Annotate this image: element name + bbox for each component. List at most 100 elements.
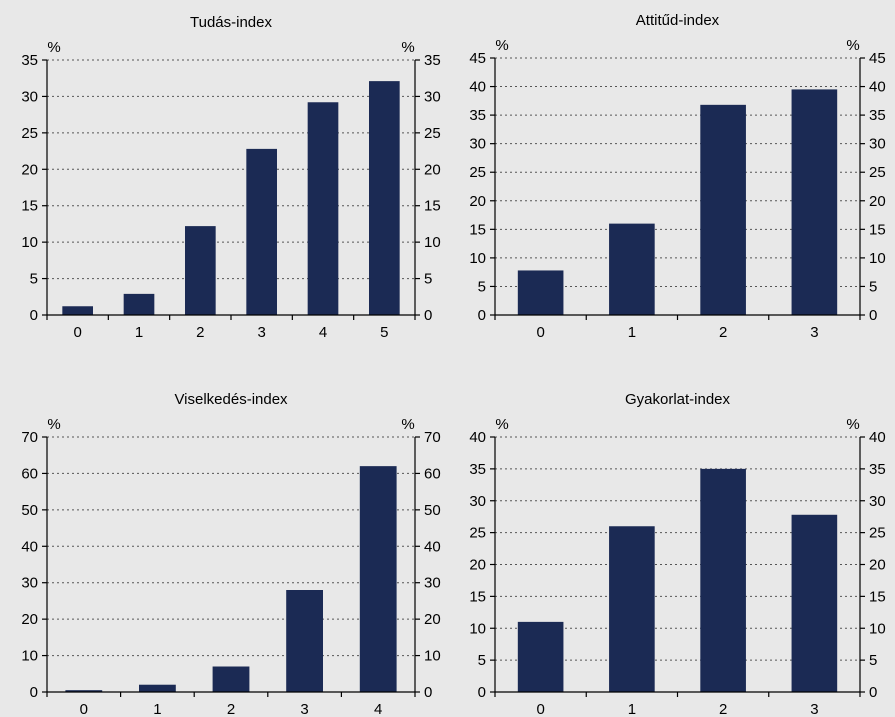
y-tick-label-right: 35 [424, 52, 441, 69]
x-tick-label: 2 [719, 324, 727, 341]
chart-panel-2: 0 0 5 5 10 10 15 15 20 20 25 25 30 30 35 35 40 40 45 45 0 1 2 3… [469, 12, 885, 341]
y-tick-label-left: 40 [21, 538, 38, 555]
y-tick-label-left: 60 [21, 465, 38, 482]
x-tick-label: 1 [153, 701, 161, 717]
y-unit-right: % [846, 37, 859, 54]
y-tick-label-left: 25 [469, 525, 486, 542]
y-tick-label-left: 5 [478, 278, 486, 295]
y-unit-right: % [401, 39, 414, 56]
y-unit-left: % [47, 39, 60, 56]
x-tick-label: 4 [374, 701, 382, 717]
y-tick-label-right: 10 [869, 620, 886, 637]
y-tick-label-left: 70 [21, 429, 38, 446]
chart-title: Tudás-index [190, 14, 272, 31]
y-tick-label-right: 40 [869, 429, 886, 446]
y-tick-label-right: 30 [424, 575, 441, 592]
y-unit-left: % [495, 416, 508, 433]
x-tick-label: 1 [628, 701, 636, 717]
x-tick-label: 0 [73, 324, 81, 341]
y-tick-label-right: 25 [424, 125, 441, 142]
y-tick-label-right: 60 [424, 465, 441, 482]
chart-title: Viselkedés-index [174, 391, 288, 408]
y-tick-label-left: 45 [469, 50, 486, 67]
y-tick-label-right: 15 [869, 588, 886, 605]
x-tick-label: 3 [810, 701, 818, 717]
y-tick-label-left: 20 [21, 161, 38, 178]
y-tick-label-right: 5 [424, 271, 432, 288]
y-tick-label-right: 25 [869, 164, 886, 181]
y-tick-label-right: 20 [424, 611, 441, 628]
bar-3 [791, 514, 838, 692]
x-tick-label: 2 [196, 324, 204, 341]
bar-0 [517, 621, 564, 692]
y-tick-label-left: 0 [30, 684, 38, 701]
y-tick-label-left: 10 [21, 234, 38, 251]
y-tick-label-right: 40 [869, 79, 886, 96]
y-tick-label-right: 10 [869, 250, 886, 267]
x-tick-label: 2 [227, 701, 235, 717]
y-tick-label-left: 30 [21, 575, 38, 592]
x-tick-label: 5 [380, 324, 388, 341]
bar-0 [517, 270, 564, 315]
y-tick-label-left: 30 [21, 88, 38, 105]
y-tick-label-left: 15 [469, 588, 486, 605]
y-tick-label-right: 10 [424, 648, 441, 665]
bar-3 [286, 590, 323, 692]
bar-3 [791, 89, 838, 316]
y-tick-label-right: 15 [424, 198, 441, 215]
y-tick-label-left: 25 [21, 125, 38, 142]
y-tick-label-right: 70 [424, 429, 441, 446]
x-tick-label: 0 [536, 701, 544, 717]
y-tick-label-right: 30 [869, 493, 886, 510]
y-tick-label-right: 20 [424, 161, 441, 178]
y-tick-label-left: 30 [469, 493, 486, 510]
y-tick-label-left: 10 [469, 250, 486, 267]
bar-4 [359, 466, 397, 692]
y-tick-label-left: 5 [30, 271, 38, 288]
x-tick-label: 0 [80, 701, 88, 717]
y-tick-label-left: 20 [469, 557, 486, 574]
bar-5 [369, 81, 400, 315]
y-unit-right: % [846, 416, 859, 433]
x-tick-label: 1 [135, 324, 143, 341]
x-tick-label: 3 [300, 701, 308, 717]
bar-0 [62, 306, 93, 315]
y-tick-label-left: 25 [469, 164, 486, 181]
y-tick-label-right: 45 [869, 50, 886, 67]
y-tick-label-right: 30 [424, 88, 441, 105]
x-tick-label: 0 [536, 324, 544, 341]
bar-0 [65, 690, 103, 692]
y-tick-label-left: 40 [469, 79, 486, 96]
chart-title: Attitűd-index [636, 12, 720, 29]
x-tick-label: 4 [319, 324, 327, 341]
y-tick-label-right: 35 [869, 461, 886, 478]
bar-1 [139, 684, 176, 692]
y-tick-label-right: 0 [424, 307, 432, 324]
y-tick-label-right: 20 [869, 193, 886, 210]
y-tick-label-left: 20 [21, 611, 38, 628]
y-tick-label-left: 35 [469, 461, 486, 478]
y-tick-label-left: 15 [469, 221, 486, 238]
y-tick-label-left: 30 [469, 136, 486, 153]
chart-panel-4: 0 0 5 5 10 10 15 15 20 20 25 25 30 30 35 35 40 40 0 1 2 3% % Gy… [469, 391, 885, 717]
y-tick-label-left: 10 [469, 620, 486, 637]
y-tick-label-left: 35 [469, 107, 486, 124]
y-tick-label-left: 0 [30, 307, 38, 324]
y-tick-label-left: 35 [21, 52, 38, 69]
bar-1 [609, 526, 655, 692]
y-unit-right: % [401, 416, 414, 433]
y-tick-label-right: 25 [869, 525, 886, 542]
y-tick-label-right: 50 [424, 502, 441, 519]
y-tick-label-right: 0 [869, 307, 877, 324]
x-tick-label: 2 [719, 701, 727, 717]
y-tick-label-right: 30 [869, 136, 886, 153]
y-tick-label-right: 20 [869, 557, 886, 574]
y-tick-label-right: 0 [424, 684, 432, 701]
bar-3 [246, 148, 277, 315]
y-tick-label-right: 5 [869, 278, 877, 295]
x-tick-label: 3 [257, 324, 265, 341]
chart-panel-3: 0 0 10 10 20 20 30 30 40 40 50 50 60 60 70 70 0 1 2 3 4% % Vis… [21, 391, 440, 717]
bar-1 [609, 223, 655, 315]
x-tick-label: 3 [810, 324, 818, 341]
